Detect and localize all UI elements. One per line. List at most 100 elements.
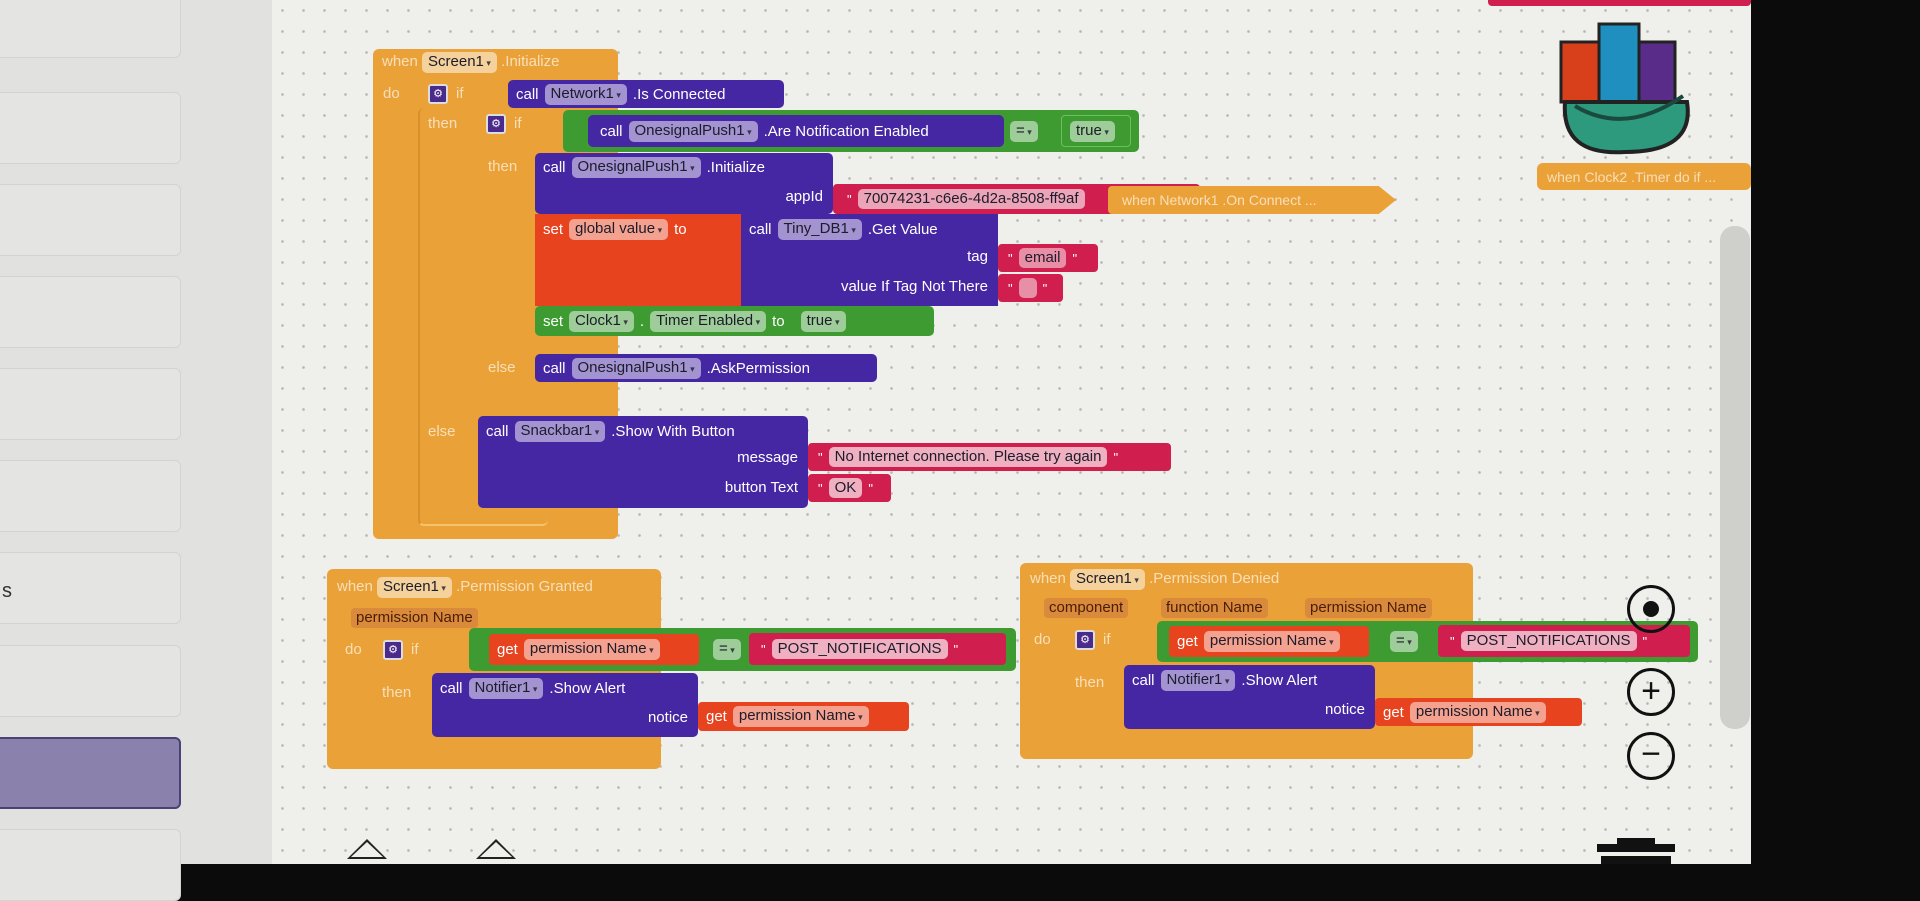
- text-block-empty[interactable]: " ": [998, 274, 1063, 302]
- sidebar-item[interactable]: [0, 829, 181, 901]
- offscreen-block[interactable]: [1488, 0, 1751, 6]
- event-parameter[interactable]: function Name: [1161, 598, 1268, 618]
- text-field[interactable]: OK: [828, 478, 863, 498]
- text-block[interactable]: " POST_NOTIFICATIONS ": [749, 633, 1006, 665]
- text-field[interactable]: POST_NOTIFICATIONS: [1460, 631, 1637, 651]
- sidebar-item[interactable]: [0, 645, 181, 717]
- operator-dropdown[interactable]: =: [713, 639, 741, 660]
- text-block-tag[interactable]: " email ": [998, 244, 1098, 272]
- sidebar-item[interactable]: [0, 276, 181, 348]
- if-block-outline: [418, 108, 548, 526]
- method-name: .Initialize: [706, 159, 765, 176]
- component-dropdown[interactable]: OnesignalPush1: [571, 157, 701, 178]
- call-keyword: call: [600, 123, 623, 140]
- method-name: .Show Alert: [1241, 672, 1318, 689]
- component-dropdown[interactable]: Network1: [544, 84, 627, 105]
- property-dropdown[interactable]: Timer Enabled: [650, 311, 767, 332]
- component-dropdown[interactable]: Tiny_DB1: [777, 219, 862, 240]
- variable-dropdown[interactable]: global value: [569, 219, 669, 240]
- text-field[interactable]: email: [1018, 248, 1067, 268]
- zoom-in-button[interactable]: +: [1627, 668, 1675, 716]
- event-name: .Permission Denied: [1149, 570, 1280, 587]
- true-block[interactable]: true: [1061, 115, 1131, 147]
- sidebar-item[interactable]: [0, 184, 181, 256]
- component-dropdown[interactable]: Screen1: [1070, 569, 1145, 590]
- call-snackbar-show-with-button[interactable]: call Snackbar1 .Show With Button message…: [478, 416, 808, 508]
- triangle-icon[interactable]: [476, 839, 516, 859]
- text-block-ok[interactable]: " OK ": [808, 474, 891, 502]
- component-dropdown[interactable]: Notifier1: [468, 678, 544, 699]
- sidebar-item[interactable]: [0, 368, 181, 440]
- call-onesignal-initialize[interactable]: call OnesignalPush1 .Initialize appId: [535, 153, 833, 214]
- text-field[interactable]: POST_NOTIFICATIONS: [771, 639, 948, 659]
- gear-icon[interactable]: ⚙: [486, 114, 506, 134]
- collapsed-block-clock2-timer[interactable]: when Clock2 .Timer do if ...: [1537, 163, 1751, 190]
- operator-dropdown[interactable]: =: [1390, 631, 1418, 652]
- arg-label: notice: [1324, 701, 1365, 718]
- call-keyword: call: [543, 159, 566, 176]
- variable-dropdown[interactable]: permission Name: [523, 639, 660, 660]
- arg-label: message: [737, 449, 798, 466]
- sidebar-item[interactable]: [0, 552, 181, 624]
- get-keyword: get: [1383, 704, 1404, 721]
- event-parameter[interactable]: permission Name: [351, 608, 478, 628]
- call-tinydb-get-value[interactable]: call Tiny_DB1 .Get Value tag value If Ta…: [741, 214, 998, 306]
- collapsed-block-label: when Network1 .On Connect ...: [1122, 192, 1317, 208]
- get-variable-block[interactable]: get permission Name: [698, 702, 909, 731]
- text-block-message[interactable]: " No Internet connection. Please try agai…: [808, 443, 1171, 471]
- get-variable-block[interactable]: get permission Name: [489, 634, 699, 665]
- operator-dropdown[interactable]: =: [1010, 121, 1038, 142]
- component-dropdown[interactable]: Clock1: [569, 311, 634, 332]
- call-notifier-show-alert[interactable]: call Notifier1 .Show Alert notice: [432, 673, 698, 737]
- call-network-is-connected[interactable]: call Network1 .Is Connected: [508, 80, 784, 108]
- variable-dropdown[interactable]: permission Name: [732, 706, 869, 727]
- collapsed-block-network-on-connect[interactable]: when Network1 .On Connect ...: [1108, 186, 1396, 214]
- recenter-button[interactable]: [1627, 585, 1675, 633]
- trash-icon[interactable]: [1597, 838, 1675, 864]
- component-dropdown[interactable]: Screen1: [377, 577, 452, 598]
- set-global-block[interactable]: set global value to: [535, 214, 745, 306]
- else-label: else: [428, 423, 456, 440]
- variable-dropdown[interactable]: permission Name: [1409, 702, 1546, 723]
- set-clock-timer-enabled[interactable]: set Clock1 . Timer Enabled to true: [535, 306, 934, 336]
- text-field[interactable]: No Internet connection. Please try again: [828, 447, 1108, 467]
- boolean-dropdown[interactable]: true: [800, 311, 846, 332]
- call-are-notification-enabled[interactable]: call OnesignalPush1 .Are Notification En…: [588, 115, 1004, 147]
- get-keyword: get: [706, 708, 727, 725]
- gear-icon[interactable]: ⚙: [383, 640, 403, 660]
- component-dropdown[interactable]: OnesignalPush1: [571, 358, 701, 379]
- gear-icon[interactable]: ⚙: [1075, 630, 1095, 650]
- call-notifier-show-alert[interactable]: call Notifier1 .Show Alert notice: [1124, 665, 1375, 729]
- workspace-scrollbar[interactable]: [1720, 226, 1750, 729]
- dot: .: [639, 313, 645, 330]
- text-field[interactable]: 70074231-c6e6-4d2a-8508-ff9af: [857, 189, 1085, 209]
- component-dropdown[interactable]: Screen1: [422, 52, 497, 73]
- sidebar-partial-label: s: [2, 580, 12, 602]
- component-dropdown[interactable]: Snackbar1: [514, 421, 606, 442]
- get-variable-block[interactable]: get permission Name: [1169, 626, 1369, 657]
- compare-block[interactable]: call OnesignalPush1 .Are Notification En…: [563, 110, 1139, 152]
- when-keyword: when: [337, 578, 373, 595]
- triangle-icon[interactable]: [347, 839, 387, 859]
- if-label: if: [514, 115, 522, 132]
- text-field[interactable]: [1018, 278, 1037, 298]
- when-keyword: when: [1030, 570, 1066, 587]
- sidebar-item[interactable]: [0, 92, 181, 164]
- variable-dropdown[interactable]: permission Name: [1203, 631, 1340, 652]
- component-dropdown[interactable]: OnesignalPush1: [628, 121, 758, 142]
- sidebar-item[interactable]: [0, 460, 181, 532]
- zoom-out-button[interactable]: −: [1627, 732, 1675, 780]
- boolean-dropdown[interactable]: true: [1070, 121, 1115, 142]
- sidebar-item-selected[interactable]: [0, 737, 181, 809]
- sidebar-item[interactable]: [0, 0, 181, 58]
- component-dropdown[interactable]: Notifier1: [1160, 670, 1236, 691]
- call-ask-permission[interactable]: call OnesignalPush1 .AskPermission: [535, 354, 877, 382]
- backpack-icon[interactable]: [1555, 6, 1715, 160]
- event-parameter[interactable]: permission Name: [1305, 598, 1432, 618]
- gear-icon[interactable]: ⚙: [428, 84, 448, 104]
- get-variable-block[interactable]: get permission Name: [1375, 698, 1582, 726]
- event-parameter[interactable]: component: [1044, 598, 1129, 618]
- event-name: .Initialize: [501, 53, 560, 70]
